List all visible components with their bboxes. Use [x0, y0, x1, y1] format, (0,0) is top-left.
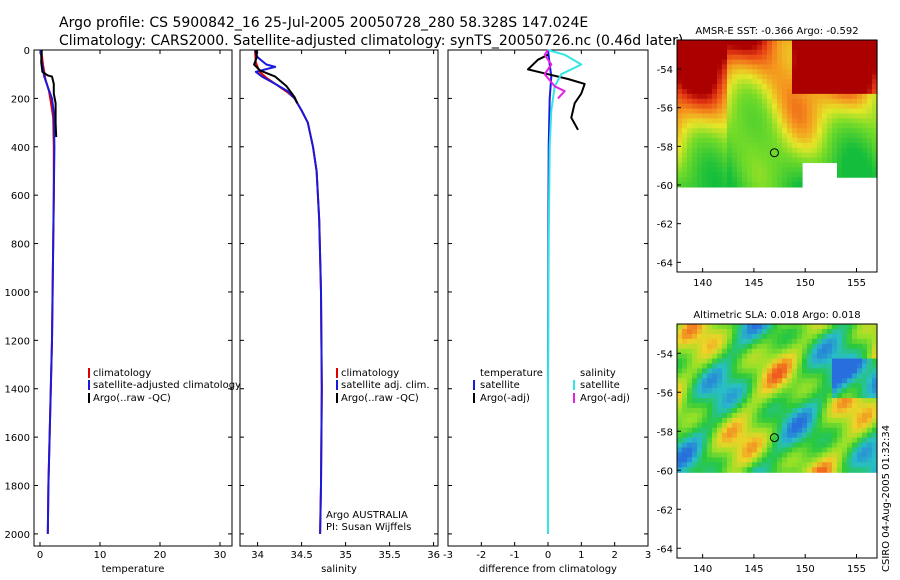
- y-tick-label: 1600: [5, 433, 30, 444]
- difference-panel: -3 -2 -1 0 1 2 3 difference from climatology tem…: [443, 49, 651, 575]
- y-tick-label: 400: [11, 143, 30, 154]
- x-tick-label: 3: [645, 550, 651, 561]
- x-tick-label: 150: [796, 564, 815, 575]
- sla-map-panel: Altimetric SLA: 0.018 Argo: 0.018 140 145 1…: [657, 310, 878, 575]
- y-tick-label: -60: [657, 181, 673, 192]
- figure-title-line2: Climatology: CARS2000. Satellite-adjuste…: [59, 33, 683, 49]
- station-annotation: Argo AUSTRALIA: [326, 510, 408, 521]
- series-line-satellite-adjusted-climatology: [39, 49, 56, 534]
- series-line-satellite-adj-clim-: [254, 49, 323, 534]
- plot-frame: [33, 49, 233, 547]
- legend-label: satellite: [480, 380, 520, 391]
- y-tick-label: -62: [657, 220, 673, 231]
- x-tick-label: 30: [214, 550, 227, 561]
- y-tick-label: -58: [657, 142, 673, 153]
- legend-label: Argo(-adj): [480, 393, 530, 404]
- y-tick-label: -64: [657, 258, 673, 269]
- y-tick-label: -62: [657, 505, 673, 516]
- x-tick-label: 150: [796, 278, 815, 289]
- y-tick-label: -60: [657, 466, 673, 477]
- legend-label: satellite-adjusted climatology: [93, 380, 241, 391]
- x-axis-label: difference from climatology: [479, 564, 617, 575]
- series-line-argo-raw-qc-: [253, 49, 299, 104]
- plot-frame: [239, 49, 439, 547]
- y-tick-label: -54: [657, 349, 673, 360]
- legend-label: temperature: [480, 368, 543, 379]
- legend-label: satellite adj. clim.: [341, 380, 430, 391]
- legend-label: Argo(-adj): [580, 393, 630, 404]
- map-frame: [676, 39, 878, 273]
- legend-label: climatology: [93, 368, 151, 379]
- y-tick-label: -64: [657, 544, 673, 555]
- station-annotation: PI: Susan Wijffels: [326, 522, 411, 533]
- x-axis-label: temperature: [102, 564, 165, 575]
- x-tick-label: 34.5: [290, 550, 312, 561]
- series-line-salinity-satellite: [547, 49, 583, 534]
- x-tick-label: 0: [545, 550, 551, 561]
- y-tick-label: 1400: [5, 385, 30, 396]
- heatmap-cells: [677, 40, 878, 188]
- series-line-salinity-argo-adj-: [543, 49, 566, 100]
- x-tick-label: 36: [427, 550, 440, 561]
- x-tick-label: 145: [744, 278, 763, 289]
- legend-label: salinity: [580, 368, 616, 379]
- x-tick-label: -3: [443, 550, 453, 561]
- heatmap-cells: [677, 324, 878, 473]
- y-tick-label: 2000: [5, 530, 30, 541]
- x-tick-label: -2: [476, 550, 486, 561]
- y-tick-label: -54: [657, 65, 673, 76]
- x-tick-label: 145: [744, 564, 763, 575]
- y-tick-label: 1200: [5, 336, 30, 347]
- csiro-timestamp: CSIRO 04-Aug-2005 01:32:34: [881, 425, 892, 572]
- y-tick-label: -56: [657, 388, 673, 399]
- x-tick-label: -1: [510, 550, 520, 561]
- series-line-temperature-argo-adj-: [527, 53, 586, 131]
- y-tick-label: 600: [11, 191, 30, 202]
- x-tick-label: 10: [94, 550, 107, 561]
- x-tick-label: 35.5: [378, 550, 400, 561]
- float-position-marker: [769, 433, 779, 443]
- x-tick-label: 2: [611, 550, 617, 561]
- y-tick-label: 1000: [5, 288, 30, 299]
- x-axis-label: salinity: [321, 564, 357, 575]
- legend-label: climatology: [341, 368, 399, 379]
- y-tick-label: 1800: [5, 482, 30, 493]
- y-tick-label: -58: [657, 427, 673, 438]
- legend-label: Argo(..raw -QC): [341, 393, 419, 404]
- salinity-panel: 34 34.5 35 35.5 36 salinity climatologysatelli…: [239, 49, 440, 575]
- legend-label: Argo(..raw -QC): [93, 393, 171, 404]
- temperature-panel: 0 10 20 30 0 200 400 600 800 1000 1200 1400 1600 1800…: [5, 46, 241, 575]
- x-tick-label: 155: [847, 564, 866, 575]
- x-tick-label: 140: [693, 564, 712, 575]
- x-tick-label: 34: [251, 550, 264, 561]
- sst-map-panel: AMSR-E SST: -0.366 Argo: -0.592 140 145 150…: [657, 26, 878, 289]
- y-tick-label: -56: [657, 104, 673, 115]
- x-tick-label: 20: [154, 550, 167, 561]
- legend-label: satellite: [580, 380, 620, 391]
- map-frame: [676, 323, 878, 559]
- figure-title-line1: Argo profile: CS 5900842_16 25-Jul-2005 …: [59, 15, 588, 31]
- float-position-marker: [769, 148, 779, 158]
- x-tick-label: 0: [37, 550, 43, 561]
- y-tick-label: 800: [11, 240, 30, 251]
- y-tick-label: 0: [24, 46, 30, 57]
- series-line-argo-raw-qc-: [40, 49, 58, 138]
- x-tick-label: 35: [339, 550, 352, 561]
- x-tick-label: 140: [693, 278, 712, 289]
- map-title: Altimetric SLA: 0.018 Argo: 0.018: [693, 310, 860, 321]
- y-tick-label: 200: [11, 94, 30, 105]
- x-tick-label: 155: [847, 278, 866, 289]
- map-title: AMSR-E SST: -0.366 Argo: -0.592: [695, 26, 858, 37]
- x-tick-label: 1: [578, 550, 584, 561]
